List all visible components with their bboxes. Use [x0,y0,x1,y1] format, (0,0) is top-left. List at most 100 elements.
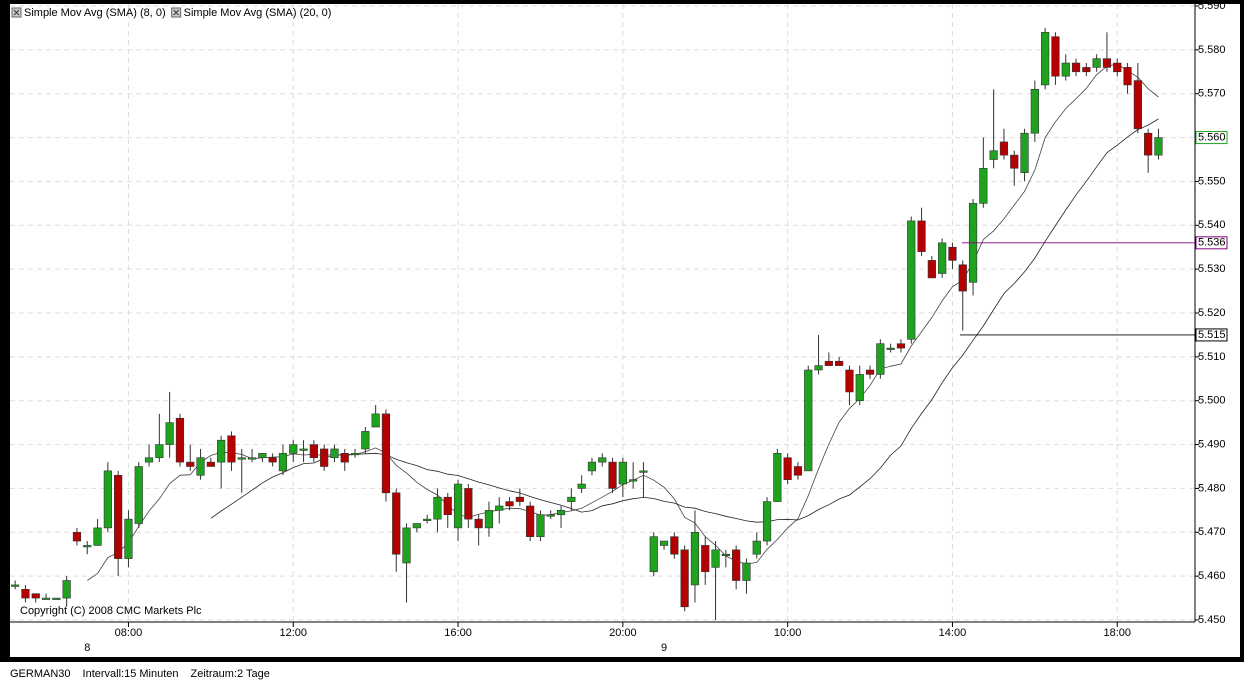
candle-body [690,531,700,586]
price-label: 5.515 [1198,329,1226,341]
day-label: 8 [84,642,90,654]
interval: Intervall:15 Minuten [82,668,179,680]
candle-body [773,453,782,502]
legend-icon-x [13,9,20,16]
candle-body [124,518,133,559]
candle-body [762,501,772,542]
candle-body [505,501,514,507]
last-price-label: 5.560 [1198,131,1226,143]
candle-body [217,439,226,463]
chart-area [10,4,1240,657]
candle-body [72,531,82,542]
candle-body [670,536,679,555]
candle-body [114,474,123,559]
candle-body [886,347,895,350]
legend-label: Simple Mov Avg (SMA) (20, 0) [184,7,332,19]
legend-icon-x [173,9,179,16]
candle-body [52,597,61,600]
candle-body [464,488,473,520]
y-tick-label: 5.520 [1198,307,1226,319]
copyright: Copyright (C) 2008 CMC Markets Plc [20,605,202,617]
y-tick-label: 5.480 [1198,482,1226,494]
candle-body [1071,62,1081,73]
candle-body [320,448,329,467]
candle-body [649,536,658,573]
candle-body [927,260,936,279]
y-tick-label: 5.470 [1198,526,1226,538]
candle-body [855,374,864,402]
candle-body [567,496,576,502]
candle-body [783,457,792,480]
candle-body [340,453,349,463]
day-label: 9 [661,642,667,654]
candle-body [742,562,751,581]
x-tick-label: 12:00 [279,627,307,639]
candle-body [1092,58,1101,68]
x-tick-label: 10:00 [774,627,802,639]
candle-body [268,457,277,463]
candle-body [289,444,298,454]
candle-body [1051,36,1060,77]
candle-body [134,466,143,524]
y-tick-label: 5.450 [1198,614,1226,626]
candle-body [907,220,916,340]
candle-body [835,360,844,366]
candle-body [515,496,524,502]
candle-body [381,413,391,494]
candle-body [618,461,627,485]
y-tick-label: 5.590 [1198,0,1226,12]
price-label: 5.536 [1198,237,1226,249]
candle-body [989,150,998,160]
candle-body [31,593,40,599]
y-tick-label: 5.500 [1198,395,1226,407]
candle-body [155,444,164,459]
candle-body [958,264,967,292]
instrument: GERMAN30 [10,668,71,680]
candle-body [938,242,947,274]
candle-body [845,369,854,393]
candle-body [371,413,380,428]
candle-body [793,466,803,476]
candle-body [165,422,174,445]
candle-body [1010,154,1019,169]
candle-body [979,167,988,204]
candle-body [732,549,741,581]
candle-body [21,588,30,599]
candle-body [484,510,494,529]
candle-body [659,540,669,546]
candle-body [1030,89,1039,134]
candle-body [721,553,730,557]
candle-body [330,448,339,459]
y-tick-label: 5.490 [1198,438,1226,450]
candle-body [237,457,246,460]
candle-body [824,360,833,366]
candle-body [361,431,370,450]
candle-body [1113,62,1122,73]
x-tick-label: 08:00 [115,627,143,639]
candle-body [1041,32,1050,86]
candle-body [1082,67,1091,73]
candle-body [495,505,504,511]
price-label-box [1195,236,1228,250]
candle-body [577,483,586,489]
candle-body [196,457,205,476]
candle-body [598,457,607,463]
x-tick-label: 16:00 [444,627,472,639]
y-tick-label: 5.550 [1198,175,1226,187]
y-tick-label: 5.580 [1198,44,1226,56]
candle-body [1123,67,1132,86]
candle-body [1144,132,1153,156]
candle-body [1133,80,1142,130]
candle-body [948,246,957,261]
candle-body [93,527,102,546]
footer: GERMAN30 Intervall:15 Minuten Zeitraum:2 T… [10,668,282,680]
candle-body [629,479,638,482]
candle-body [865,369,875,375]
candle-body [175,417,185,463]
candle-body [1102,58,1112,68]
candle-body [299,448,308,451]
candle-body [11,584,20,587]
candle-body [433,496,442,520]
candle-body [443,496,452,516]
